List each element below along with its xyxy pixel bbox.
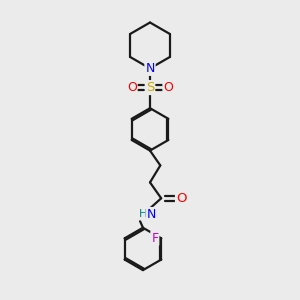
Text: F: F xyxy=(151,232,158,245)
Text: O: O xyxy=(163,81,173,94)
Text: N: N xyxy=(145,62,155,75)
Text: S: S xyxy=(146,81,154,94)
Text: O: O xyxy=(127,81,137,94)
Text: O: O xyxy=(176,192,187,205)
Text: H: H xyxy=(139,209,147,220)
Text: N: N xyxy=(146,208,156,221)
